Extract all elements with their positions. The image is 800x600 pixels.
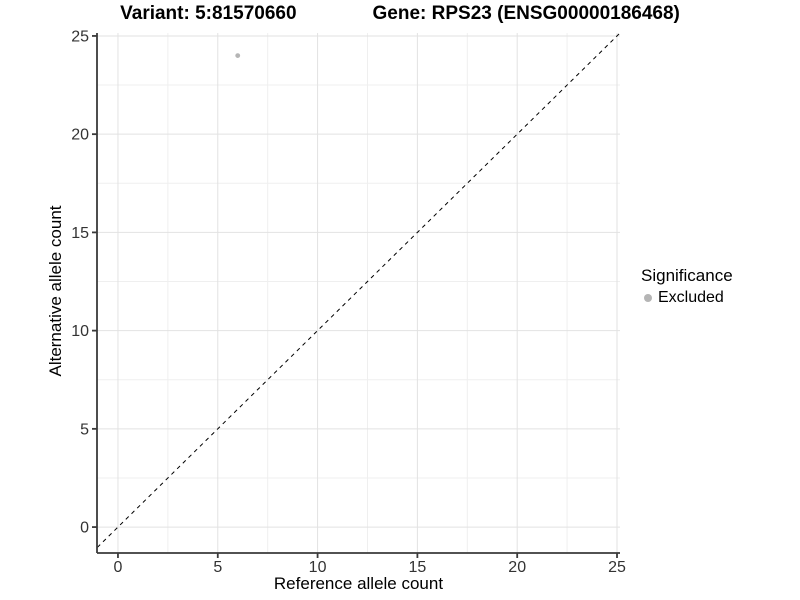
legend-item-label: Excluded bbox=[658, 289, 724, 306]
y-tick-label: 10 bbox=[71, 323, 89, 340]
x-tick-label: 10 bbox=[309, 559, 327, 576]
plot-title-variant: Variant: 5:81570660 bbox=[120, 3, 297, 24]
y-tick-label: 20 bbox=[71, 127, 89, 144]
x-axis-title: Reference allele count bbox=[273, 574, 444, 593]
legend: Significance Excluded bbox=[641, 266, 733, 307]
legend-title: Significance bbox=[641, 266, 733, 285]
y-tick-label: 25 bbox=[71, 28, 89, 45]
y-tick-label: 0 bbox=[80, 520, 89, 537]
legend-item-excluded: Excluded bbox=[641, 289, 733, 307]
plot-title: Variant: 5:81570660 Gene: RPS23 (ENSG000… bbox=[0, 3, 800, 25]
x-tick-label: 20 bbox=[508, 559, 526, 576]
legend-key-dot bbox=[644, 294, 652, 302]
data-point-excluded bbox=[235, 53, 241, 58]
x-tick-label: 5 bbox=[213, 559, 222, 576]
plot-title-gene: Gene: RPS23 (ENSG00000186468) bbox=[372, 3, 680, 24]
y-tick-label: 15 bbox=[71, 225, 89, 242]
x-tick-label: 0 bbox=[114, 559, 123, 576]
y-axis-title: Alternative allele count bbox=[46, 205, 65, 377]
identity-reference-line bbox=[97, 33, 620, 549]
x-tick-label: 15 bbox=[408, 559, 426, 576]
y-tick-label: 5 bbox=[80, 421, 89, 438]
x-tick-label: 25 bbox=[608, 559, 626, 576]
